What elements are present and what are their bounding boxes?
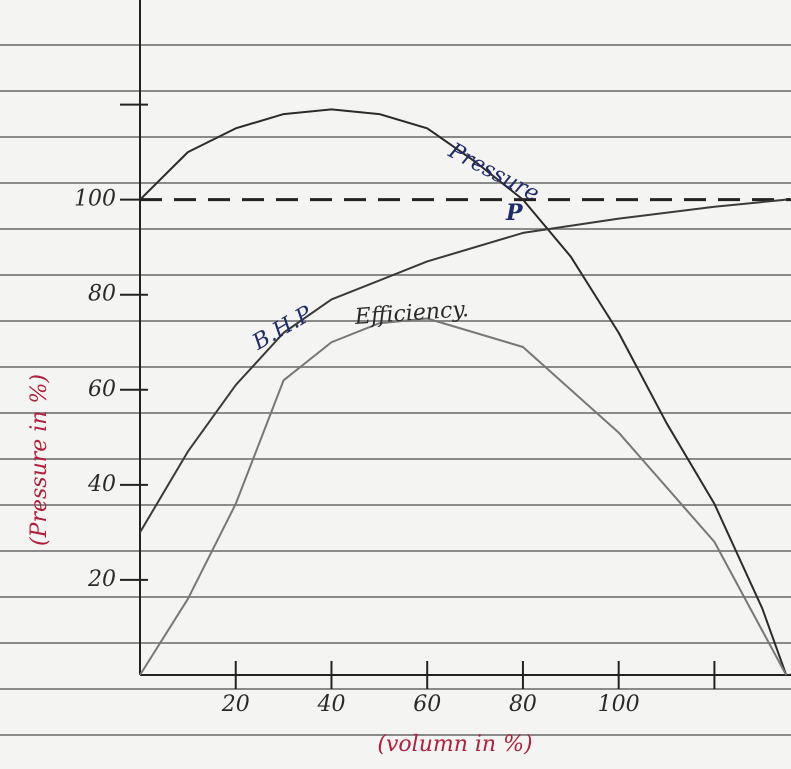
series-line <box>140 318 786 675</box>
y-tick-label: 60 <box>88 377 116 402</box>
series-line <box>140 200 786 533</box>
y-axis-label: (Pressure in %) <box>27 374 52 546</box>
x-tick-label: 100 <box>598 692 640 717</box>
series-label: Pressure <box>443 138 543 207</box>
x-tick-label: 20 <box>221 692 250 717</box>
x-tick-label: 40 <box>316 692 345 717</box>
series-label: B.H.P <box>248 301 318 356</box>
annotation: P <box>505 200 524 226</box>
y-tick-label: 80 <box>88 282 116 307</box>
y-tick-label: 40 <box>87 472 116 497</box>
notebook-page: 20 40 60 80 100 20 40 60 80 100 (volumn in %) (Pres… <box>0 0 791 769</box>
x-tick-label: 80 <box>509 692 537 717</box>
x-tick-label: 60 <box>413 692 441 717</box>
x-axis-label: (volumn in %) <box>377 732 532 757</box>
y-tick-label: 100 <box>74 187 116 212</box>
y-tick-label: 20 <box>87 567 116 592</box>
series-line <box>140 109 786 675</box>
chart: 20 40 60 80 100 20 40 60 80 100 (volumn in %) (Pres… <box>0 0 791 769</box>
